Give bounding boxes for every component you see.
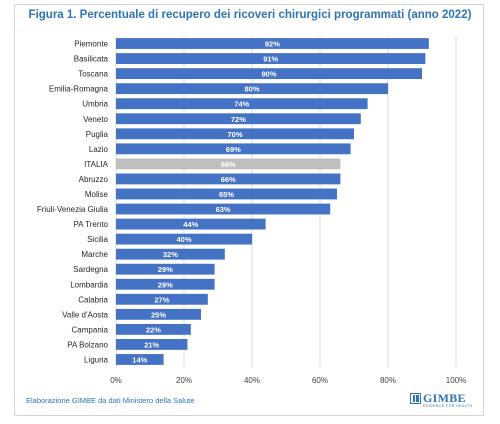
category-label: Veneto: [83, 115, 108, 124]
bar: [116, 308, 201, 320]
data-label: 32%: [163, 250, 178, 259]
bar: [116, 203, 331, 215]
bar: [116, 113, 361, 125]
bar: [116, 263, 215, 275]
data-label: 14%: [132, 355, 147, 364]
bar: [116, 83, 388, 95]
x-tick-label: 80%: [380, 376, 396, 385]
bar: [116, 293, 208, 305]
bar: [116, 158, 341, 170]
category-label: Sicilia: [87, 235, 108, 244]
source-footnote: Elaborazione GIMBE da dati Ministero del…: [26, 396, 195, 405]
x-tick-label: 60%: [312, 376, 328, 385]
category-label: Toscana: [78, 70, 108, 79]
logo-tagline: EVIDENCE FOR HEALTH: [423, 404, 473, 408]
bar: [116, 173, 341, 185]
x-tick-label: 0%: [110, 376, 122, 385]
category-label: Abruzzo: [79, 175, 109, 184]
bar: [116, 53, 426, 64]
bar: [116, 278, 215, 290]
category-label: Emilia-Romagna: [49, 85, 109, 94]
data-label: 21%: [144, 340, 159, 349]
category-label: Puglia: [86, 130, 109, 139]
category-label: PA Bolzano: [67, 340, 108, 349]
bar: [116, 339, 188, 350]
category-label: Lombardia: [70, 280, 108, 289]
bar: [116, 188, 337, 200]
data-label: 65%: [219, 190, 234, 199]
category-label: Molise: [85, 190, 109, 199]
data-label: 63%: [216, 205, 231, 214]
data-label: 92%: [265, 40, 280, 49]
category-label: Sardegna: [73, 265, 108, 274]
data-label: 70%: [227, 130, 242, 139]
x-tick-label: 20%: [176, 376, 192, 385]
data-label: 69%: [226, 145, 241, 154]
data-label: 29%: [158, 280, 173, 289]
category-label: ITALIA: [84, 160, 109, 169]
category-label: PA Trento: [73, 220, 108, 229]
figure-frame: [14, 4, 484, 416]
category-label: Calabria: [78, 295, 108, 304]
category-label: Lazio: [89, 145, 109, 154]
data-label: 91%: [263, 55, 278, 64]
data-label: 29%: [158, 265, 173, 274]
bar: [116, 354, 164, 365]
data-label: 25%: [151, 310, 166, 319]
bar: [116, 38, 429, 49]
data-label: 74%: [234, 100, 249, 109]
category-label: Valle d'Aosta: [62, 310, 108, 319]
category-label: Umbria: [82, 100, 108, 109]
chart-title: Figura 1. Percentuale di recupero dei ri…: [28, 9, 472, 21]
bar: [116, 233, 252, 245]
data-label: 66%: [221, 160, 236, 169]
bar: [116, 218, 266, 230]
data-label: 22%: [146, 325, 161, 334]
category-label: Basilicata: [74, 55, 109, 64]
category-label: Friuli-Venezia Giulia: [37, 205, 109, 214]
data-label: 80%: [244, 85, 259, 94]
bar: [116, 248, 225, 260]
gimbe-logo-icon: [410, 393, 421, 404]
data-label: 40%: [176, 235, 191, 244]
logo-name: GIMBE: [423, 391, 466, 405]
category-label: Campania: [72, 325, 109, 334]
data-label: 72%: [231, 115, 246, 124]
data-label: 27%: [154, 295, 169, 304]
data-label: 66%: [221, 175, 236, 184]
category-label: Piemonte: [74, 40, 108, 49]
gimbe-logo: GIMBE EVIDENCE FOR HEALTH: [410, 391, 473, 411]
bar: [116, 98, 368, 110]
x-tick-label: 40%: [244, 376, 260, 385]
bar: [116, 128, 354, 140]
bar: [116, 323, 191, 335]
category-label: Marche: [81, 250, 108, 259]
category-label: Liguria: [84, 355, 109, 364]
bar: [116, 68, 422, 80]
data-label: 44%: [183, 220, 198, 229]
bar: [116, 143, 351, 155]
data-label: 90%: [261, 70, 276, 79]
x-tick-label: 100%: [446, 376, 466, 385]
